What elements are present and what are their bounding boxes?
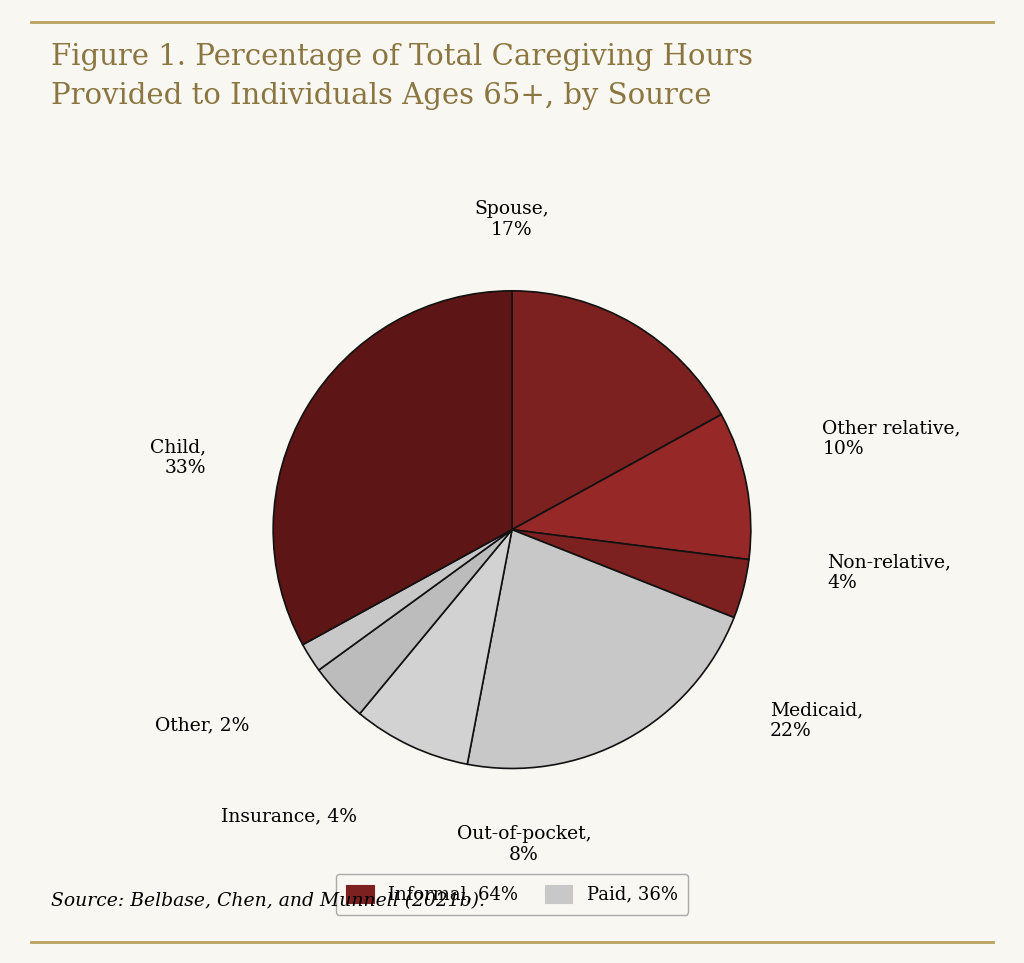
Wedge shape bbox=[359, 530, 512, 765]
Wedge shape bbox=[303, 530, 512, 670]
Wedge shape bbox=[512, 530, 749, 617]
Wedge shape bbox=[512, 415, 751, 560]
Text: Other relative,
10%: Other relative, 10% bbox=[822, 420, 961, 458]
Wedge shape bbox=[273, 291, 512, 644]
Text: Out-of-pocket,
8%: Out-of-pocket, 8% bbox=[457, 825, 591, 865]
Text: Medicaid,
22%: Medicaid, 22% bbox=[770, 701, 863, 741]
Text: Spouse,
17%: Spouse, 17% bbox=[475, 199, 549, 239]
Text: Other, 2%: Other, 2% bbox=[155, 716, 249, 735]
Wedge shape bbox=[318, 530, 512, 714]
Text: Child,
33%: Child, 33% bbox=[151, 438, 206, 478]
Text: Insurance, 4%: Insurance, 4% bbox=[221, 807, 356, 825]
Text: Figure 1. Percentage of Total Caregiving Hours
Provided to Individuals Ages 65+,: Figure 1. Percentage of Total Caregiving… bbox=[51, 43, 754, 111]
Text: Source: Belbase, Chen, and Munnell (2021b).: Source: Belbase, Chen, and Munnell (2021… bbox=[51, 892, 485, 910]
Text: Non-relative,
4%: Non-relative, 4% bbox=[827, 553, 951, 592]
Wedge shape bbox=[512, 291, 721, 530]
Legend: Informal, 64%, Paid, 36%: Informal, 64%, Paid, 36% bbox=[336, 873, 688, 915]
Wedge shape bbox=[467, 530, 734, 768]
